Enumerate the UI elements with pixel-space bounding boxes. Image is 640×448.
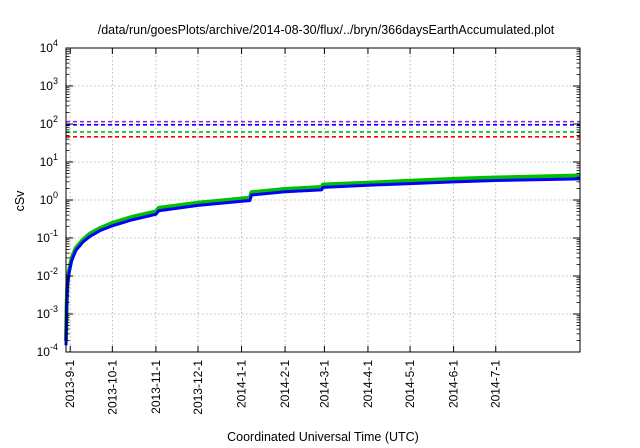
x-tick-label: 2014-4-1 xyxy=(361,360,375,408)
y-tick-exponent: 3 xyxy=(53,76,58,86)
y-tick-base: 10 xyxy=(37,231,51,245)
y-tick-label: 10-3 xyxy=(37,304,58,321)
x-tick-label: 2013-10-1 xyxy=(105,360,119,415)
x-axis-title: Coordinated Universal Time (UTC) xyxy=(227,430,419,444)
y-tick-base: 10 xyxy=(40,79,54,93)
y-tick-exponent: -2 xyxy=(50,266,58,276)
y-tick-label: 10-2 xyxy=(37,266,58,283)
y-tick-base: 10 xyxy=(40,193,54,207)
series-line-2 xyxy=(64,177,581,346)
y-tick-label: 102 xyxy=(40,114,58,131)
y-tick-exponent: 4 xyxy=(53,38,58,48)
chart-title: /data/run/goesPlots/archive/2014-08-30/f… xyxy=(98,23,555,37)
y-tick-base: 10 xyxy=(40,41,54,55)
x-tick-label: 2014-7-1 xyxy=(489,360,503,408)
y-tick-base: 10 xyxy=(40,155,54,169)
reference-lines xyxy=(66,120,580,138)
y-tick-exponent: 2 xyxy=(53,114,58,124)
x-tick-label: 2013-11-1 xyxy=(149,360,163,414)
x-tick-label: 2014-3-1 xyxy=(317,360,331,408)
x-tick-label: 2013-9-1 xyxy=(63,360,77,408)
grid xyxy=(66,48,580,352)
x-tick-label: 2013-12-1 xyxy=(191,360,205,415)
y-tick-base: 10 xyxy=(40,117,54,131)
y-tick-exponent: -4 xyxy=(50,342,58,352)
y-tick-label: 10-1 xyxy=(37,228,58,245)
y-tick-base: 10 xyxy=(37,345,51,359)
y-tick-exponent: -1 xyxy=(50,228,58,238)
y-tick-exponent: 1 xyxy=(53,152,58,162)
x-tick-label: 2014-6-1 xyxy=(447,360,461,408)
y-tick-exponent: -3 xyxy=(50,304,58,314)
series-lines xyxy=(64,173,581,346)
y-tick-label: 101 xyxy=(40,152,58,169)
y-axis-title: cSv xyxy=(13,190,27,212)
x-axis-ticks: 2013-9-1 2013-10-1 2013-11-1 2013-12-1 2014-… xyxy=(63,48,503,415)
x-tick-label: 2014-1-1 xyxy=(235,360,249,408)
y-tick-base: 10 xyxy=(37,307,51,321)
y-tick-exponent: 0 xyxy=(53,190,58,200)
y-tick-label: 100 xyxy=(40,190,58,207)
y-tick-label: 10-4 xyxy=(37,342,58,359)
y-tick-base: 10 xyxy=(37,269,51,283)
x-tick-label: 2014-5-1 xyxy=(403,360,417,408)
x-tick-label: 2014-2-1 xyxy=(278,360,292,408)
y-tick-label: 103 xyxy=(40,76,58,93)
y-tick-label: 104 xyxy=(40,38,58,55)
